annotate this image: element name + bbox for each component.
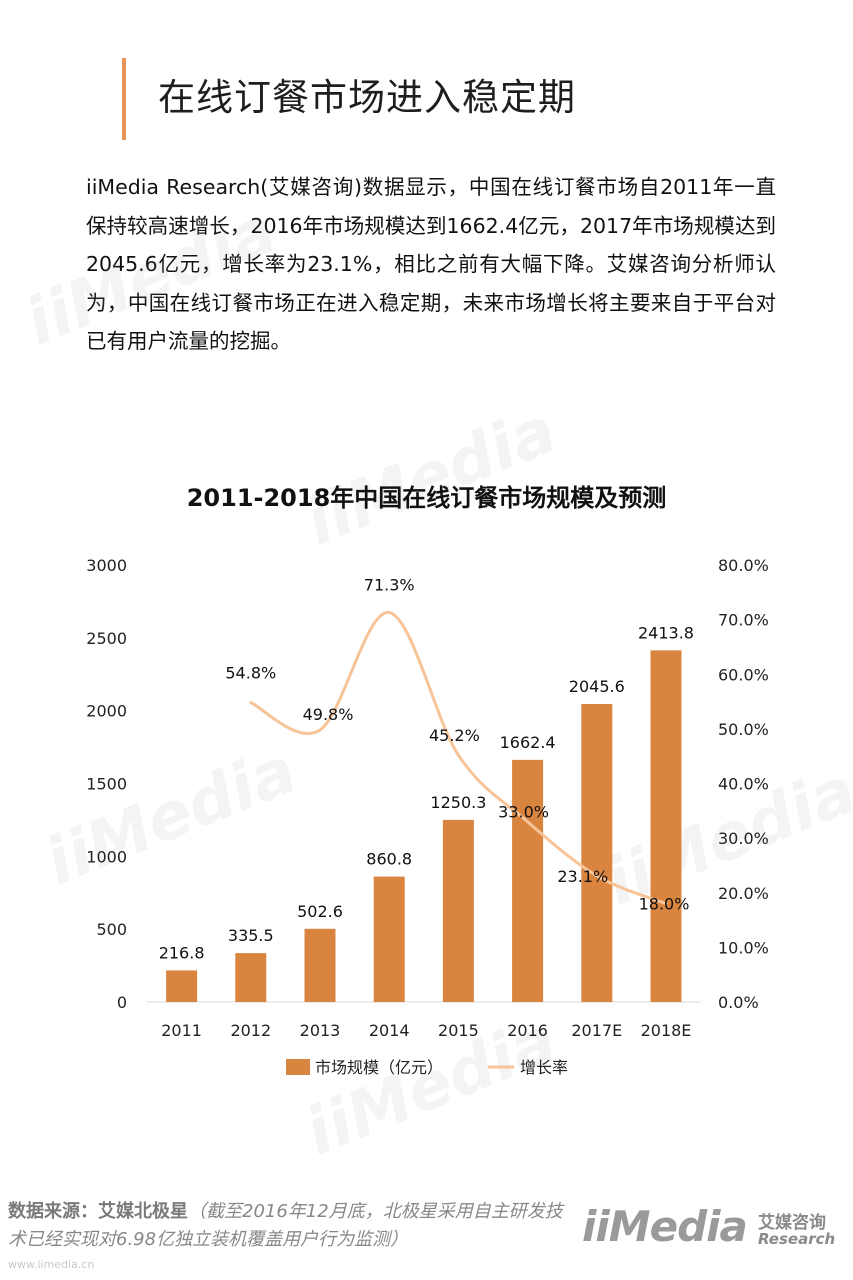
bar-value-label: 860.8	[366, 850, 412, 869]
legend-label-line: 增长率	[520, 1058, 568, 1077]
chart: 0 500 1000 1500 2000 2500 3000 0.0% 10.0% 20.0% 30…	[86, 556, 769, 1077]
y-left-tick-label: 500	[96, 920, 127, 939]
y-left-tick-label: 1500	[86, 775, 127, 794]
logo-wordmark: iiMedia	[582, 1202, 748, 1251]
bar	[512, 759, 544, 1002]
y-right-tick-label: 20.0%	[718, 884, 769, 903]
growth-rate-label: 49.8%	[303, 705, 354, 724]
bar-value-label: 502.6	[297, 902, 343, 921]
legend-label-bar: 市场规模（亿元）	[315, 1058, 443, 1077]
bar	[304, 928, 336, 1002]
data-source: 数据来源：艾媒北极星（截至2016年12月底，北极星采用自主研发技术已经实现对6…	[8, 1198, 578, 1254]
y-right-tick-label: 10.0%	[718, 938, 769, 957]
source-label: 数据来源：艾媒北极星	[8, 1201, 188, 1222]
y-right-tick-label: 40.0%	[718, 775, 769, 794]
bar	[235, 953, 267, 1002]
x-tick-label: 2017E	[571, 1021, 622, 1040]
x-tick-label: 2014	[369, 1021, 410, 1040]
logo-chinese-name: 艾媒咨询	[758, 1213, 826, 1233]
page-title: 在线订餐市场进入稳定期	[158, 76, 576, 119]
y-right-tick-label: 80.0%	[718, 556, 769, 575]
x-tick-label: 2018E	[641, 1021, 692, 1040]
legend-swatch-bar	[286, 1059, 310, 1075]
site-url: www.iimedia.cn	[8, 1258, 95, 1271]
x-tick-label: 2013	[300, 1021, 341, 1040]
x-tick-label: 2012	[230, 1021, 271, 1040]
x-tick-label: 2016	[507, 1021, 548, 1040]
y-right-tick-label: 50.0%	[718, 720, 769, 739]
growth-rate-label: 71.3%	[364, 576, 415, 595]
bar	[166, 970, 198, 1002]
y-left-tick-label: 1000	[86, 847, 127, 866]
intro-paragraph: iiMedia Research(艾媒咨询)数据显示，中国在线订餐市场自2011…	[86, 175, 776, 353]
bar-value-label: 1250.3	[430, 793, 486, 812]
y-left-tick-label: 0	[117, 993, 127, 1012]
bar	[373, 876, 405, 1002]
bar-value-label: 216.8	[159, 943, 205, 962]
logo-english-name: Research	[758, 1230, 836, 1248]
y-left-tick-label: 2000	[86, 702, 127, 721]
y-right-tick-label: 60.0%	[718, 665, 769, 684]
growth-rate-label: 54.8%	[225, 664, 276, 683]
x-tick-label: 2011	[161, 1021, 202, 1040]
y-right-tick-label: 70.0%	[718, 611, 769, 630]
growth-rate-label: 18.0%	[639, 895, 690, 914]
bar	[442, 819, 474, 1002]
bar-value-label: 2045.6	[569, 677, 625, 696]
bar-value-label: 1662.4	[500, 733, 556, 752]
growth-rate-line	[249, 611, 668, 906]
growth-rate-label: 45.2%	[429, 726, 480, 745]
chart-title: 2011-2018年中国在线订餐市场规模及预测	[186, 484, 667, 512]
growth-rate-label: 23.1%	[557, 867, 608, 886]
bar	[650, 650, 682, 1002]
watermark-logo: iiMedia	[295, 393, 567, 561]
bar-value-label: 2413.8	[638, 623, 694, 642]
y-left-tick-label: 3000	[86, 556, 127, 575]
y-right-tick-label: 0.0%	[718, 993, 759, 1012]
x-tick-label: 2015	[438, 1021, 479, 1040]
growth-rate-label: 33.0%	[498, 803, 549, 822]
y-left-tick-label: 2500	[86, 629, 127, 648]
y-right-tick-label: 30.0%	[718, 829, 769, 848]
brand-logo: iiMedia 艾媒咨询 Research	[582, 1198, 842, 1256]
bar-value-label: 335.5	[228, 926, 274, 945]
title-accent-bar	[122, 58, 126, 140]
source-note: （截至2016年12月底，北极星采用自主研发技术已经实现对6.98亿独立装机覆盖…	[8, 1201, 563, 1250]
bar	[581, 704, 613, 1002]
